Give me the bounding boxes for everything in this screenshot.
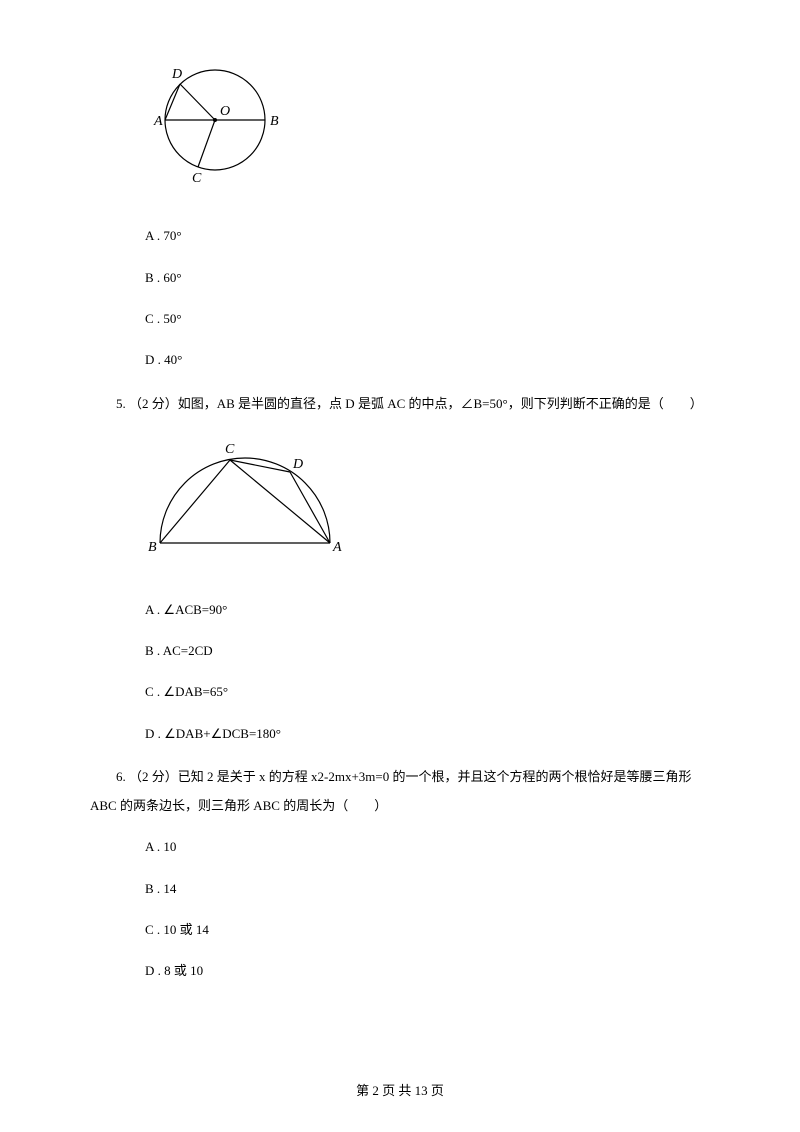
label-O: O bbox=[220, 104, 230, 119]
label-A2: A bbox=[332, 540, 342, 555]
q6-option-c: C . 10 或 14 bbox=[145, 918, 710, 941]
label-B2: B bbox=[148, 540, 157, 555]
semicircle-svg: B A C D bbox=[130, 433, 360, 563]
q4-option-a: A . 70° bbox=[145, 224, 710, 247]
q6-option-a: A . 10 bbox=[145, 835, 710, 858]
q4-option-b: B . 60° bbox=[145, 266, 710, 289]
q6-option-d: D . 8 或 10 bbox=[145, 959, 710, 982]
q5-option-b: B . AC=2CD bbox=[145, 639, 710, 662]
q5-option-c: C . ∠DAB=65° bbox=[145, 680, 710, 703]
question-6: 6. （2 分）已知 2 是关于 x 的方程 x2-2mx+3m=0 的一个根，… bbox=[90, 763, 710, 820]
q4-option-d: D . 40° bbox=[145, 348, 710, 371]
question-5: 5. （2 分）如图，AB 是半圆的直径，点 D 是弧 AC 的中点，∠B=50… bbox=[90, 390, 710, 419]
q6-option-b: B . 14 bbox=[145, 877, 710, 900]
circle-svg: A B C D O bbox=[130, 60, 300, 190]
figure-semicircle-diagram: B A C D bbox=[130, 433, 710, 572]
label-B: B bbox=[270, 114, 279, 129]
label-C2: C bbox=[225, 442, 235, 457]
q4-option-c: C . 50° bbox=[145, 307, 710, 330]
label-D2: D bbox=[292, 457, 303, 472]
q5-option-d: D . ∠DAB+∠DCB=180° bbox=[145, 722, 710, 745]
q5-option-a: A . ∠ACB=90° bbox=[145, 598, 710, 621]
figure-circle-diagram: A B C D O bbox=[130, 60, 710, 199]
label-D: D bbox=[171, 67, 182, 82]
label-C: C bbox=[192, 171, 202, 186]
page-footer: 第 2 页 共 13 页 bbox=[0, 1079, 800, 1102]
label-A: A bbox=[153, 114, 163, 129]
